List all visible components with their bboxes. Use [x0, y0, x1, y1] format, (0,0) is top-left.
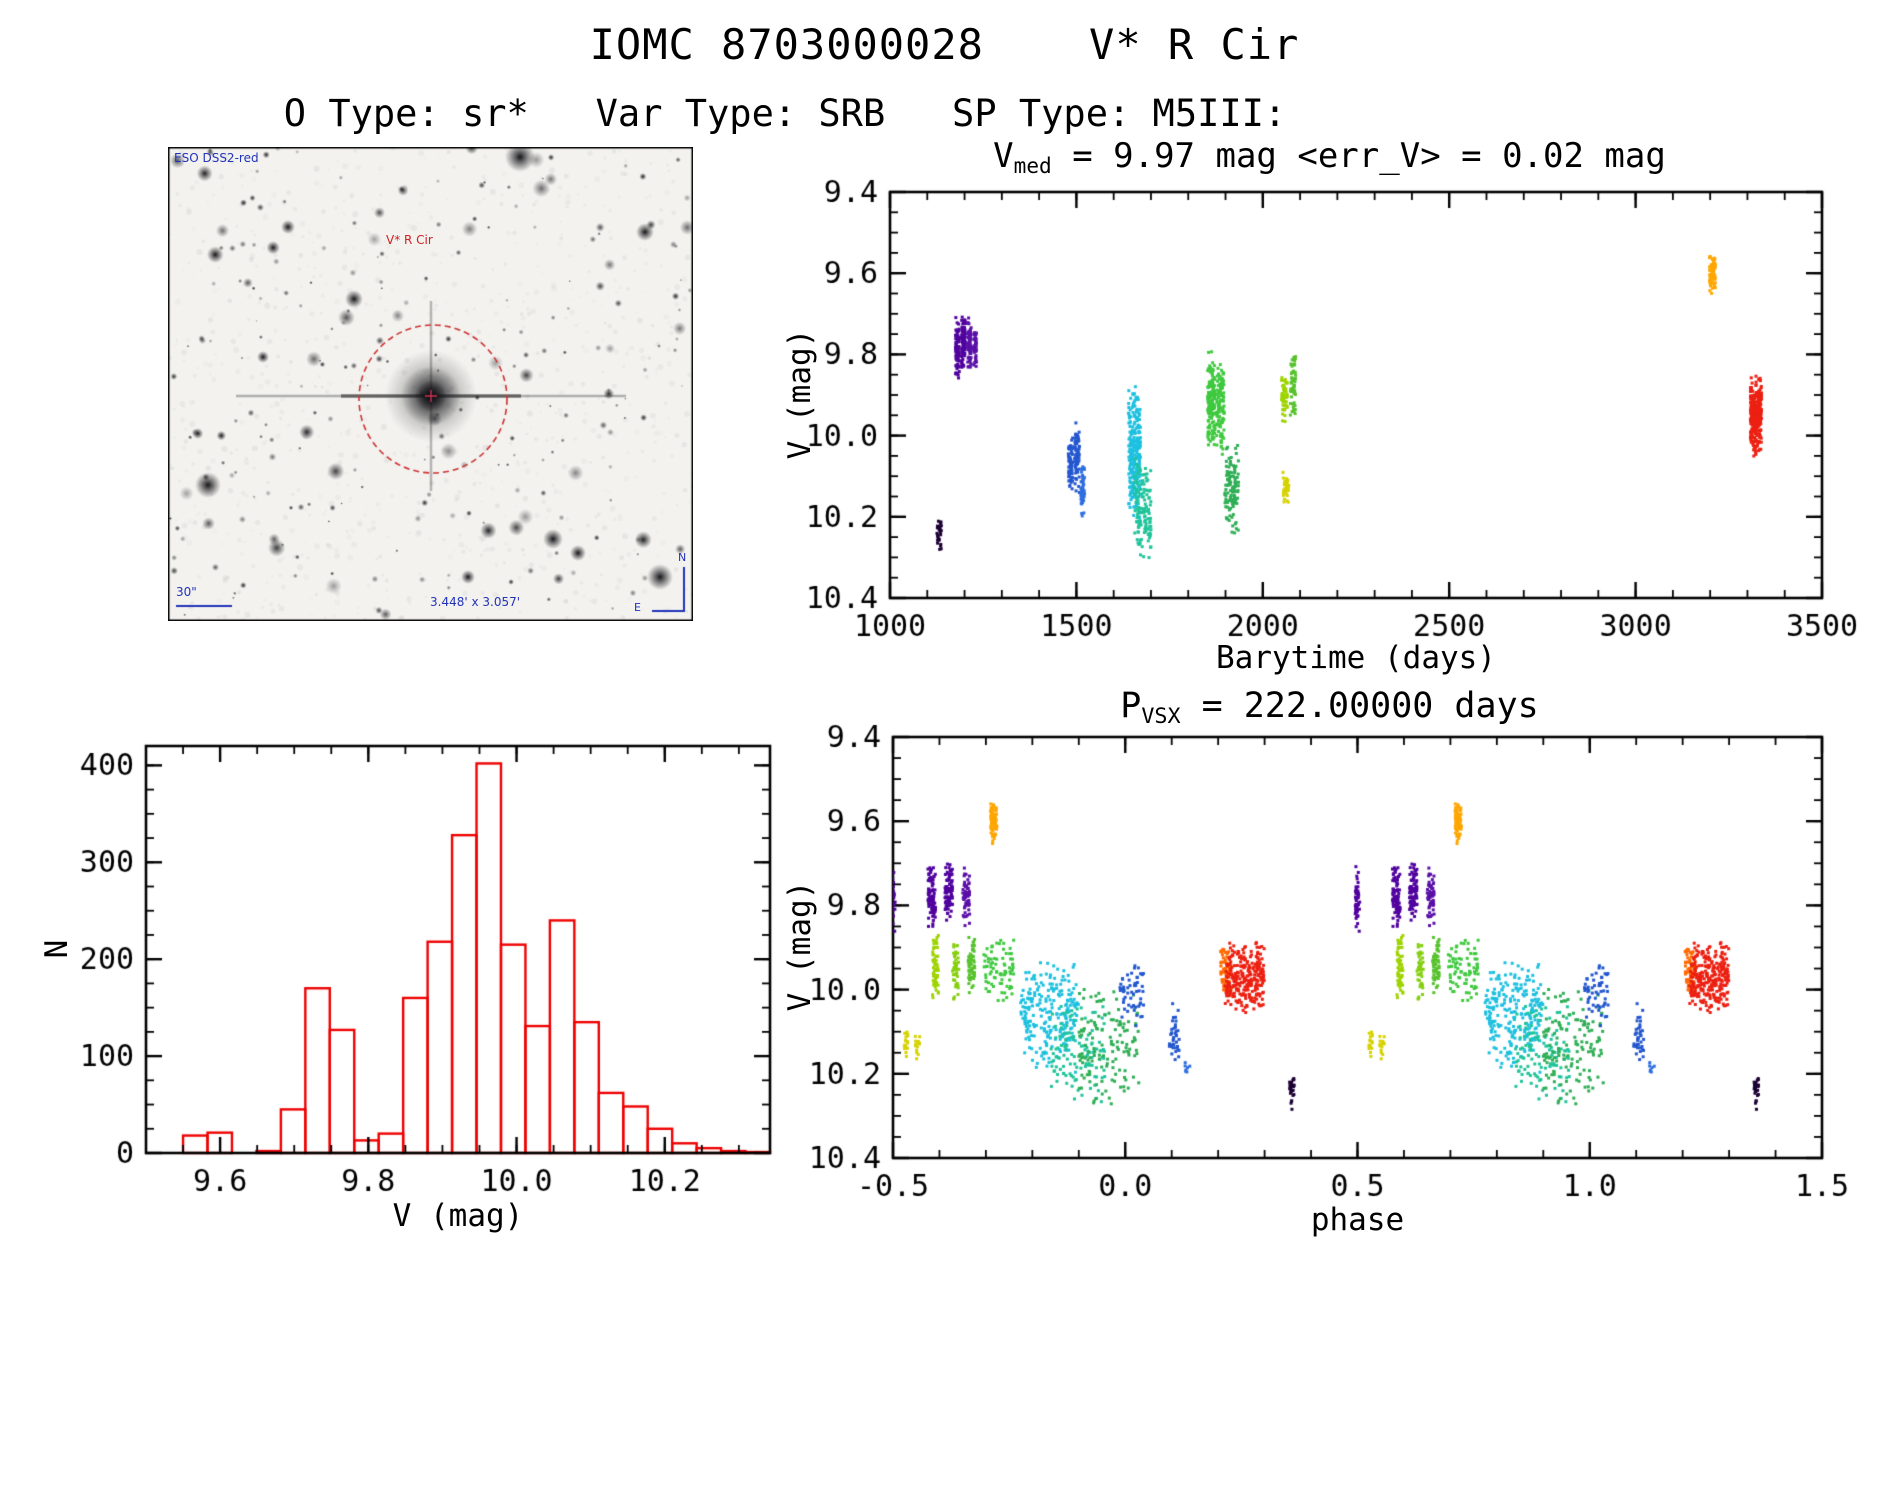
histogram-xlabel: V (mag): [392, 1198, 524, 1234]
compass-east-label: E: [634, 601, 641, 614]
phase-xlabel: phase: [1310, 1202, 1405, 1238]
histogram-plot-canvas: [28, 726, 790, 1226]
compass-north-label: N: [678, 551, 687, 564]
finder-chart: ESO DSS2-red V* R Cir 30" 3.448' x 3.057…: [168, 147, 693, 621]
phase-ylabel: V (mag): [782, 880, 818, 1012]
finder-survey-label: ESO DSS2-red: [174, 151, 259, 165]
lightcurve-plot-canvas: [770, 176, 1889, 676]
phase-plot-canvas: [770, 722, 1889, 1222]
page-subtitle: O Type: sr* Var Type: SRB SP Type: M5III…: [283, 92, 1287, 135]
phase-title: PVSX = 222.00000 days: [770, 686, 1889, 729]
phase-title-rest: = 222.00000 days: [1180, 686, 1539, 726]
lightcurve-title-rest: = 9.97 mag <err_V> = 0.02 mag: [1051, 136, 1666, 176]
lightcurve-title-prefix: V: [993, 136, 1014, 176]
finder-target-label: V* R Cir: [386, 233, 433, 247]
histogram-ylabel: N: [39, 939, 75, 959]
lightcurve-ylabel: V (mag): [782, 328, 818, 460]
lightcurve-title-sub: med: [1013, 152, 1052, 178]
phase-title-prefix: P: [1120, 686, 1142, 726]
lightcurve-xlabel: Barytime (days): [1216, 640, 1496, 676]
finder-chart-image: [168, 147, 693, 621]
lightcurve-title: Vmed = 9.97 mag <err_V> = 0.02 mag: [770, 136, 1889, 178]
finder-scalebar-label: 30": [176, 585, 197, 599]
page-title: IOMC 8703000028 V* R Cir: [589, 20, 1300, 69]
finder-fov-label: 3.448' x 3.057': [430, 595, 521, 609]
